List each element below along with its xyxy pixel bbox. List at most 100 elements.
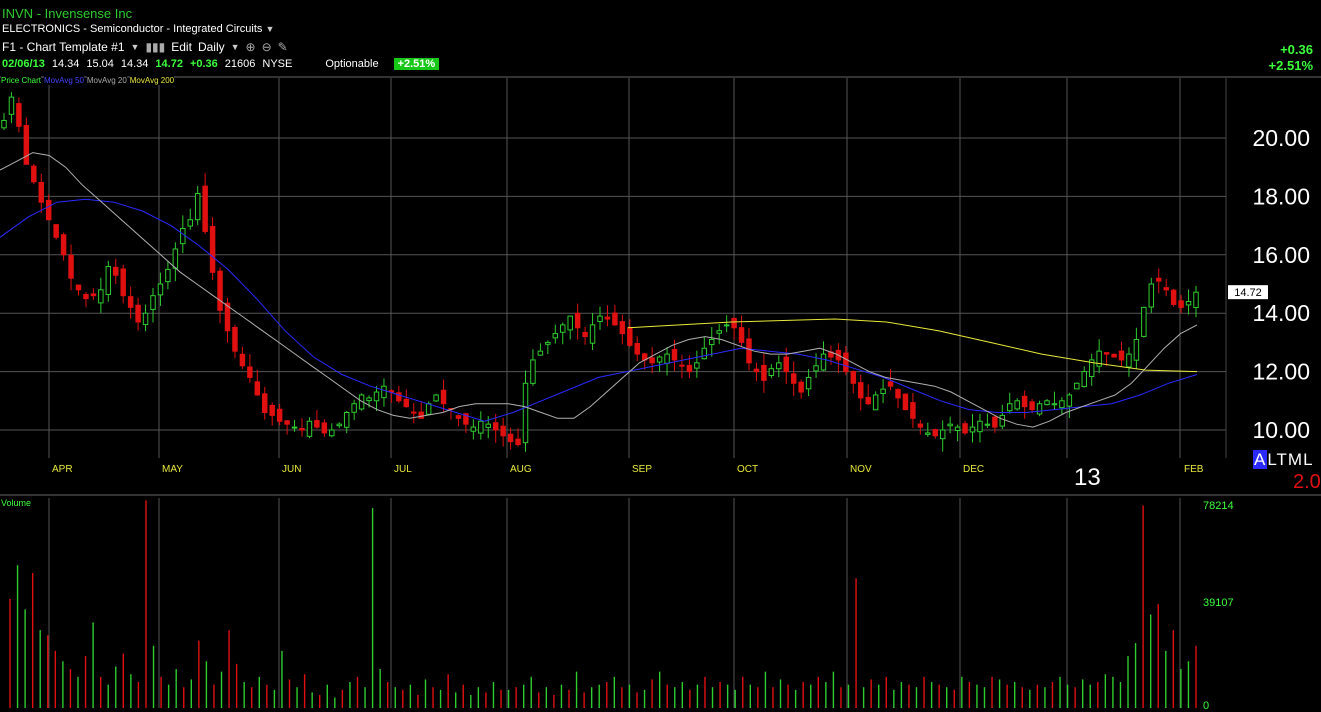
candle-body <box>679 364 685 367</box>
candle-body <box>902 393 909 411</box>
candle-body <box>910 402 916 419</box>
quote-line: 02/06/13 14.34 15.04 14.34 14.72 +0.36 2… <box>2 58 440 70</box>
x-month-label: SEP <box>632 464 652 475</box>
candle-body <box>1141 306 1147 337</box>
zoom-in-icon[interactable]: ⊕ <box>245 40 256 54</box>
candle-body <box>649 357 655 364</box>
legend-ma200[interactable]: MovAvg 200 <box>129 76 175 85</box>
chevron-down-icon[interactable]: ▼ <box>230 42 240 52</box>
candle-body <box>574 312 581 329</box>
sector-line[interactable]: ELECTRONICS - Semiconductor - Integrated… <box>2 23 274 35</box>
candle-body <box>783 356 789 373</box>
template-selector[interactable]: F1 - Chart Template #1 <box>2 40 125 54</box>
candle-body <box>500 425 506 437</box>
legend-ma50[interactable]: MovAvg 50 <box>44 76 84 85</box>
candle-body <box>254 381 261 396</box>
candle-body <box>530 359 536 384</box>
candle-body <box>925 432 931 435</box>
quote-change: +0.36 <box>189 58 218 70</box>
y-tick-label: 20.00 <box>1252 125 1310 151</box>
year-label: 13 <box>1074 464 1101 491</box>
candle-body <box>552 333 559 339</box>
zoom-out-icon[interactable]: ⊖ <box>261 40 272 54</box>
candle-body <box>276 408 283 422</box>
candle-body <box>418 411 424 419</box>
candle-body <box>545 341 551 345</box>
candle-body <box>1193 291 1199 308</box>
candle-body <box>187 219 193 227</box>
candle-body <box>425 403 432 415</box>
candle-body <box>731 317 737 329</box>
candle-body <box>373 391 380 402</box>
x-month-label: OCT <box>737 464 758 475</box>
y-tick-label: 10.00 <box>1252 417 1310 443</box>
candle-body <box>1 119 7 129</box>
candle-body <box>984 423 991 426</box>
candle-body <box>1170 289 1177 305</box>
candle-body <box>23 124 30 165</box>
candle-body <box>560 324 566 333</box>
candle-body <box>753 368 760 373</box>
candle-body <box>790 373 797 384</box>
y-tick-label: 12.00 <box>1252 359 1310 385</box>
candle-body <box>202 185 208 232</box>
candle-body <box>165 268 171 283</box>
sector-label[interactable]: ELECTRONICS - Semiconductor - Integrated… <box>2 23 263 35</box>
edit-button[interactable]: Edit <box>171 40 192 54</box>
candle-body <box>992 416 998 428</box>
candle-body <box>872 394 879 411</box>
candle-body <box>1014 400 1020 410</box>
candle-body <box>127 296 134 308</box>
candle-body <box>336 423 342 427</box>
candle-body <box>262 393 268 413</box>
x-month-label: MAY <box>162 464 183 475</box>
candle-body <box>113 266 119 276</box>
candle-body <box>962 423 968 434</box>
candle-body <box>709 338 715 346</box>
altml-label[interactable]: ALTML <box>1253 450 1314 470</box>
x-month-label: DEC <box>963 464 984 475</box>
candle-body <box>627 327 633 346</box>
candle-body <box>455 415 462 419</box>
candle-body <box>1118 350 1125 361</box>
candle-body <box>1074 382 1080 390</box>
ticker-symbol[interactable]: INVN <box>2 6 34 21</box>
bar-chart-icon[interactable]: ▮▮▮ <box>145 40 166 54</box>
candle-body <box>507 433 514 443</box>
quote-date: 02/06/13 <box>2 58 45 70</box>
candle-body <box>515 438 521 446</box>
candle-body <box>463 413 469 425</box>
candle-body <box>537 350 544 356</box>
candle-body <box>492 422 499 431</box>
candle-body <box>1133 338 1140 361</box>
period-selector[interactable]: Daily <box>197 40 225 54</box>
candle-body <box>194 192 201 221</box>
legend-ma20[interactable]: MovAvg 20 <box>86 76 127 85</box>
y-tick-label: 18.00 <box>1252 183 1310 209</box>
candle-body <box>969 426 976 433</box>
chevron-down-icon[interactable]: ▼ <box>130 42 140 52</box>
candle-body <box>716 330 722 334</box>
candle-body <box>1111 353 1117 358</box>
candle-body <box>16 103 22 127</box>
legend-price-chart[interactable]: Price Chart <box>1 76 42 85</box>
candle-body <box>1096 350 1102 367</box>
candle-body <box>329 429 335 437</box>
chevron-down-icon[interactable]: ▼ <box>265 24 275 34</box>
draw-pen-icon[interactable]: ✎ <box>277 40 288 54</box>
pct-change-badge: +2.51% <box>393 58 440 70</box>
candle-body <box>291 426 298 429</box>
candle-body <box>478 420 484 434</box>
candle-body <box>939 429 946 440</box>
candle-body <box>820 353 827 371</box>
candle-body <box>1103 352 1110 355</box>
candle-body <box>284 420 290 425</box>
candle-body <box>306 420 313 437</box>
volume-tick-label: 39107 <box>1203 597 1234 609</box>
candle-body <box>217 270 223 311</box>
candle-body <box>865 396 871 405</box>
candle-body <box>1007 403 1013 412</box>
candle-body <box>45 199 52 221</box>
